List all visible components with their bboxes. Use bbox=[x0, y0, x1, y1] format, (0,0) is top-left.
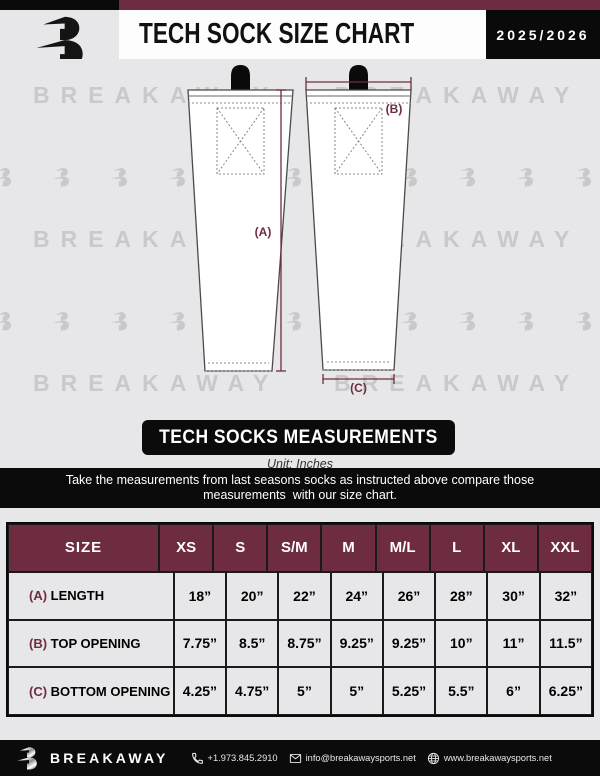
svg-text:(A): (A) bbox=[255, 225, 272, 239]
svg-text:(B): (B) bbox=[386, 102, 403, 116]
svg-text:BREAKAWAY: BREAKAWAY bbox=[33, 370, 279, 396]
svg-text:BREAKAWAY: BREAKAWAY bbox=[334, 370, 580, 396]
svg-text:(C): (C) bbox=[350, 381, 367, 395]
